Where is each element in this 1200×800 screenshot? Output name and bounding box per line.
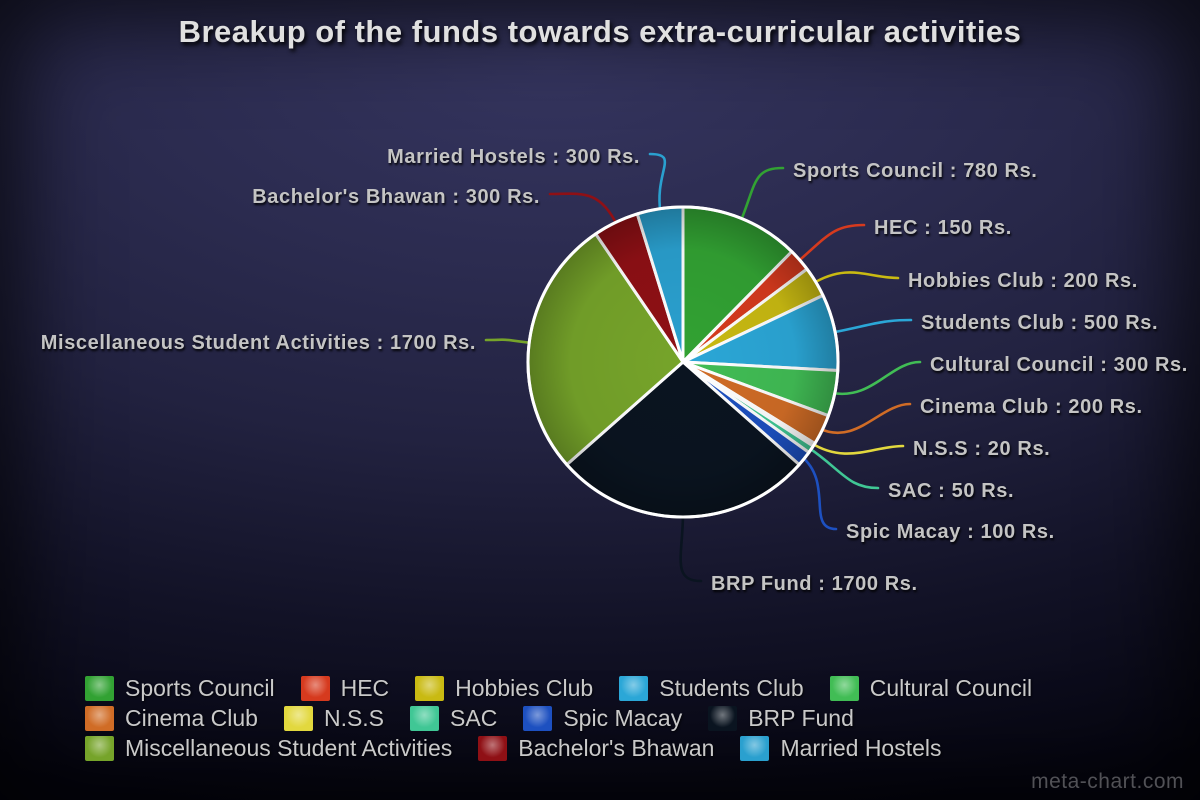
legend-label-cultural-council: Cultural Council (869, 675, 1033, 701)
callout-miscellaneous-student-activities: Miscellaneous Student Activities : 1700 … (41, 332, 476, 354)
leader-line-hobbies-club (810, 271, 900, 286)
legend-item-hobbies-club: Hobbies Club (415, 675, 593, 702)
legend-item-married-hostels: Married Hostels (740, 735, 942, 762)
legend-swatch-cultural-council (829, 676, 859, 701)
callout-hobbies-club: Hobbies Club : 200 Rs. (908, 270, 1138, 292)
leader-line-miscellaneous-student-activities (484, 338, 535, 345)
leader-line-bachelor-s-bhawan (548, 192, 619, 228)
pie-shading (526, 205, 840, 519)
leader-line-brp-fund (679, 511, 703, 583)
legend-row-1: Sports Council HEC Hobbies Club Students Cl… (85, 675, 1032, 702)
callout-cinema-club: Cinema Club : 200 Rs. (920, 396, 1143, 418)
callout-n-s-s: N.S.S : 20 Rs. (913, 438, 1050, 460)
callout-hec: HEC : 150 Rs. (874, 217, 1012, 239)
callout-married-hostels: Married Hostels : 300 Rs. (387, 146, 640, 168)
legend-item-sac: SAC (410, 705, 497, 732)
legend-item-miscellaneous-student-activities: Miscellaneous Student Activities (85, 735, 452, 762)
legend-label-hobbies-club: Hobbies Club (455, 675, 594, 701)
callout-cultural-council: Cultural Council : 300 Rs. (930, 354, 1188, 376)
callout-brp-fund: BRP Fund : 1700 Rs. (711, 573, 918, 595)
legend-swatch-spic-macay (523, 706, 553, 731)
callout-bachelor-s-bhawan: Bachelor's Bhawan : 300 Rs. (252, 186, 540, 208)
legend-swatch-sac (410, 706, 440, 731)
legend-swatch-n-s-s (283, 706, 313, 731)
legend-label-sports-council: Sports Council (125, 675, 275, 701)
legend-swatch-cinema-club (85, 706, 114, 731)
legend-label-sac: SAC (450, 705, 498, 731)
watermark: meta-chart.com (1031, 770, 1184, 793)
legend-label-n-s-s: N.S.S (323, 705, 385, 731)
legend-swatch-bachelor-s-bhawan (478, 736, 508, 761)
legend-label-miscellaneous-student-activities: Miscellaneous Student Activities (125, 735, 453, 761)
legend-swatch-married-hostels (740, 736, 770, 761)
legend-label-spic-macay: Spic Macay (563, 705, 683, 731)
legend-swatch-sports-council (85, 676, 114, 701)
legend-swatch-hec (300, 676, 330, 701)
legend-item-sports-council: Sports Council (85, 675, 275, 702)
leader-line-spic-macay (799, 454, 838, 531)
callout-students-club: Students Club : 500 Rs. (921, 312, 1158, 334)
legend-swatch-miscellaneous-student-activities (85, 736, 114, 761)
leader-line-cinema-club (817, 402, 912, 435)
legend-row-3: Miscellaneous Student Activities Bachelor… (85, 735, 1032, 762)
chart-title: Breakup of the funds towards extra-curri… (178, 14, 1022, 49)
leader-line-hec (795, 223, 866, 264)
leader-line-cultural-council (829, 360, 922, 396)
legend-label-hec: HEC (340, 675, 390, 701)
leader-line-students-club (829, 318, 913, 335)
callout-sports-council: Sports Council : 780 Rs. (793, 160, 1037, 182)
legend-item-students-club: Students Club (619, 675, 804, 702)
legend: Sports Council HEC Hobbies Club Students Cl… (85, 675, 1032, 762)
legend-item-bachelor-s-bhawan: Bachelor's Bhawan (478, 735, 714, 762)
legend-item-n-s-s: N.S.S (283, 705, 385, 732)
callout-sac: SAC : 50 Rs. (888, 480, 1014, 502)
legend-label-brp-fund: BRP Fund (748, 705, 854, 731)
legend-item-spic-macay: Spic Macay (523, 705, 682, 732)
legend-item-brp-fund: BRP Fund (708, 705, 854, 732)
leader-line-sac (806, 445, 880, 490)
leader-line-n-s-s (809, 441, 905, 455)
legend-label-cinema-club: Cinema Club (125, 705, 258, 731)
legend-item-hec: HEC (300, 675, 390, 702)
leader-line-sports-council (739, 166, 785, 224)
legend-item-cinema-club: Cinema Club (85, 705, 258, 732)
callout-spic-macay: Spic Macay : 100 Rs. (846, 521, 1055, 543)
legend-row-2: Cinema Club N.S.S SAC Spic Macay BRP Fund (85, 705, 1032, 732)
legend-label-married-hostels: Married Hostels (780, 735, 942, 761)
legend-label-bachelor-s-bhawan: Bachelor's Bhawan (518, 735, 715, 761)
pie-rim (526, 205, 840, 519)
leader-line-married-hostels (648, 152, 667, 214)
legend-swatch-students-club (619, 676, 649, 701)
legend-item-cultural-council: Cultural Council (829, 675, 1033, 702)
legend-swatch-brp-fund (708, 706, 738, 731)
legend-label-students-club: Students Club (659, 675, 804, 701)
legend-swatch-hobbies-club (415, 676, 445, 701)
